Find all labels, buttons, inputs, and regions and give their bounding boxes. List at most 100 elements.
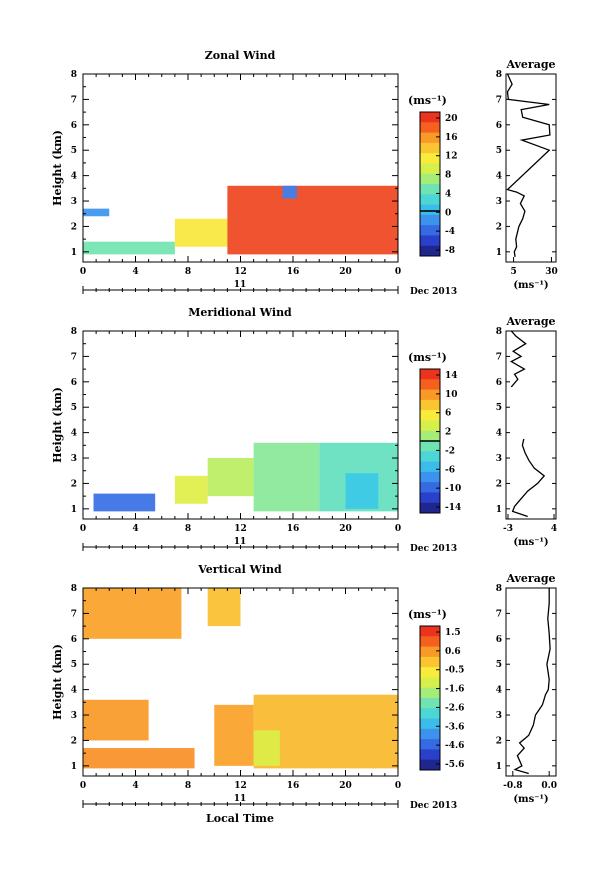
meridional-wind-colorbar-step-1 — [420, 379, 440, 391]
zonal-wind-colorbar-label-5: 0 — [445, 208, 451, 218]
vertical-wind-colorbar-step-4 — [420, 667, 440, 678]
meridional-wind-ytick-label-2: 2 — [71, 479, 77, 489]
vertical-wind-xtick-label-6: 0 — [395, 781, 401, 791]
zonal-wind-xtick-label-0: 0 — [80, 267, 86, 277]
vertical-wind-colorbar-step-3 — [420, 656, 440, 668]
zonal-wind-xtick-label-2: 8 — [185, 267, 191, 277]
vertical-wind-colorbar-step-2 — [420, 646, 440, 658]
zonal-wind-colorbar-label-1: 16 — [445, 133, 458, 143]
zonal-wind-average-panel: Average 1 2 3 4 5 6 7 8 5 30 (ms⁻¹) — [496, 58, 558, 291]
zonal-wind-unit: (ms⁻¹) — [408, 94, 447, 107]
meridional-wind-heatmap — [93, 442, 398, 512]
vertical-wind-ytick-label-7: 7 — [71, 609, 77, 619]
meridional-wind-unit: (ms⁻¹) — [408, 351, 447, 364]
vertical-wind-average-ytick-label-1: 1 — [496, 762, 502, 772]
vertical-wind-ytick-label-8: 8 — [71, 584, 77, 594]
vertical-wind-ytick-label-2: 2 — [71, 736, 77, 746]
vertical-wind-colorbar-label-1: 0.6 — [445, 647, 461, 657]
meridional-wind-colorbar-step-6 — [420, 430, 440, 442]
meridional-wind-xtick-label-4: 16 — [287, 524, 300, 534]
meridional-wind-average-profile — [511, 438, 546, 518]
vertical-wind-colorbar-step-11 — [420, 739, 440, 750]
vertical-wind-xtick-label-3: 12 — [234, 781, 247, 791]
meridional-wind-date-label: Dec 2013 — [410, 544, 457, 554]
zonal-wind-ytick-label-7: 7 — [71, 95, 77, 105]
vertical-wind-average-ytick-label-4: 4 — [496, 686, 502, 696]
meridional-wind-average-title: Average — [505, 315, 555, 328]
vertical-wind-colorbar-step-6 — [420, 687, 440, 699]
zonal-wind-average-frame — [505, 73, 557, 263]
vertical-wind-xtick-label-5: 20 — [339, 781, 352, 791]
vertical-wind-average-frame — [505, 587, 557, 777]
meridional-wind-date-bar: 11 Dec 2013 — [82, 537, 457, 554]
meridional-wind-title: Meridional Wind — [188, 306, 292, 319]
zonal-wind-title: Zonal Wind — [205, 49, 276, 62]
vertical-wind-colorbar-frame — [419, 625, 441, 771]
zonal-wind-colorbar-step-5 — [420, 163, 440, 175]
zonal-wind-average-ytick-label-4: 4 — [496, 172, 502, 182]
vertical-wind-region-3 — [83, 748, 195, 769]
vertical-wind-x-axis: 0 4 8 12 16 20 0 — [80, 588, 401, 806]
zonal-wind-colorbar-step-1 — [420, 122, 440, 134]
vertical-wind-title: Vertical Wind — [197, 563, 282, 576]
meridional-wind-xtick-label-6: 0 — [395, 524, 401, 534]
vertical-wind-average-profile — [513, 588, 551, 775]
meridional-wind-colorbar-step-10 — [420, 471, 440, 483]
zonal-wind-colorbar: 20 16 12 8 4 0 -4 -8 — [419, 111, 458, 257]
vertical-wind-colorbar-label-4: -2.6 — [445, 703, 464, 713]
zonal-wind-colorbar-step-9 — [420, 204, 440, 216]
meridional-wind-colorbar-step-8 — [420, 451, 440, 463]
zonal-wind-average-ytick-label-8: 8 — [496, 70, 502, 80]
meridional-wind-colorbar-label-7: -14 — [445, 503, 461, 513]
vertical-wind-colorbar-step-12 — [420, 749, 440, 761]
meridional-wind-y-axis: 1 2 3 4 5 6 7 8 — [71, 327, 398, 515]
meridional-wind-average-ytick-label-2: 2 — [496, 479, 502, 489]
zonal-wind-average-xlabel: (ms⁻¹) — [513, 280, 548, 291]
zonal-wind-colorbar-step-7 — [420, 184, 440, 195]
zonal-wind-colorbar-label-7: -8 — [445, 246, 455, 256]
zonal-wind-colorbar-step-8 — [420, 194, 440, 206]
zonal-wind-heatmap-regions — [83, 185, 398, 255]
zonal-wind-ylabel: Height (km) — [51, 130, 64, 206]
vertical-wind-average-ytick-label-5: 5 — [496, 660, 502, 670]
zonal-wind-colorbar-step-13 — [420, 245, 440, 257]
zonal-wind-ytick-label-2: 2 — [71, 222, 77, 232]
vertical-wind-colorbar-label-0: 1.5 — [445, 628, 461, 638]
zonal-wind-xtick-label-5: 20 — [339, 267, 352, 277]
vertical-wind-region-1 — [207, 588, 241, 627]
meridional-wind-average-ytick-label-3: 3 — [496, 454, 502, 464]
zonal-wind-ytick-label-3: 3 — [71, 197, 77, 207]
meridional-wind-colorbar-label-5: -6 — [445, 465, 455, 475]
vertical-wind-day-label: 11 — [234, 794, 247, 804]
meridional-wind-average-profile-upper — [509, 330, 527, 388]
meridional-wind-average-ytick-label-6: 6 — [496, 378, 502, 388]
meridional-wind-average-ytick-label-4: 4 — [496, 429, 502, 439]
meridional-wind-ytick-label-1: 1 — [71, 505, 77, 515]
vertical-wind-xtick-label-0: 0 — [80, 781, 86, 791]
vertical-wind-colorbar-step-9 — [420, 718, 440, 730]
meridional-wind-x-axis: 0 4 8 12 16 20 0 — [80, 331, 401, 549]
vertical-wind-y-axis: 1 2 3 4 5 6 7 8 — [71, 584, 398, 772]
zonal-wind-colorbar-step-6 — [420, 173, 440, 185]
vertical-wind-heatmap-regions — [83, 588, 398, 769]
zonal-wind-average-ytick-label-2: 2 — [496, 222, 502, 232]
zonal-wind-heatmap — [83, 185, 398, 255]
vertical-wind-average-panel: Average 1 2 3 4 5 6 7 8 -0.8 0.0 (ms⁻¹) — [496, 572, 557, 805]
vertical-wind-average-ytick-label-7: 7 — [496, 609, 502, 619]
vertical-wind-colorbar-step-5 — [420, 677, 440, 689]
zonal-wind-average-xtick-label-1: 30 — [545, 267, 558, 277]
zonal-wind-date-bar: 11 Dec 2013 — [82, 280, 457, 297]
meridional-wind-colorbar-step-0 — [420, 369, 440, 380]
vertical-wind-average-ytick-label-8: 8 — [496, 584, 502, 594]
zonal-wind-average-ytick-label-5: 5 — [496, 146, 502, 156]
zonal-wind-ytick-label-1: 1 — [71, 248, 77, 258]
meridional-wind-colorbar: 14 10 6 2 -2 -6 -10 -14 — [419, 368, 461, 514]
meridional-wind-region-0 — [93, 493, 156, 512]
vertical-wind-date-label: Dec 2013 — [410, 801, 457, 811]
zonal-wind-average-profile — [506, 73, 551, 258]
